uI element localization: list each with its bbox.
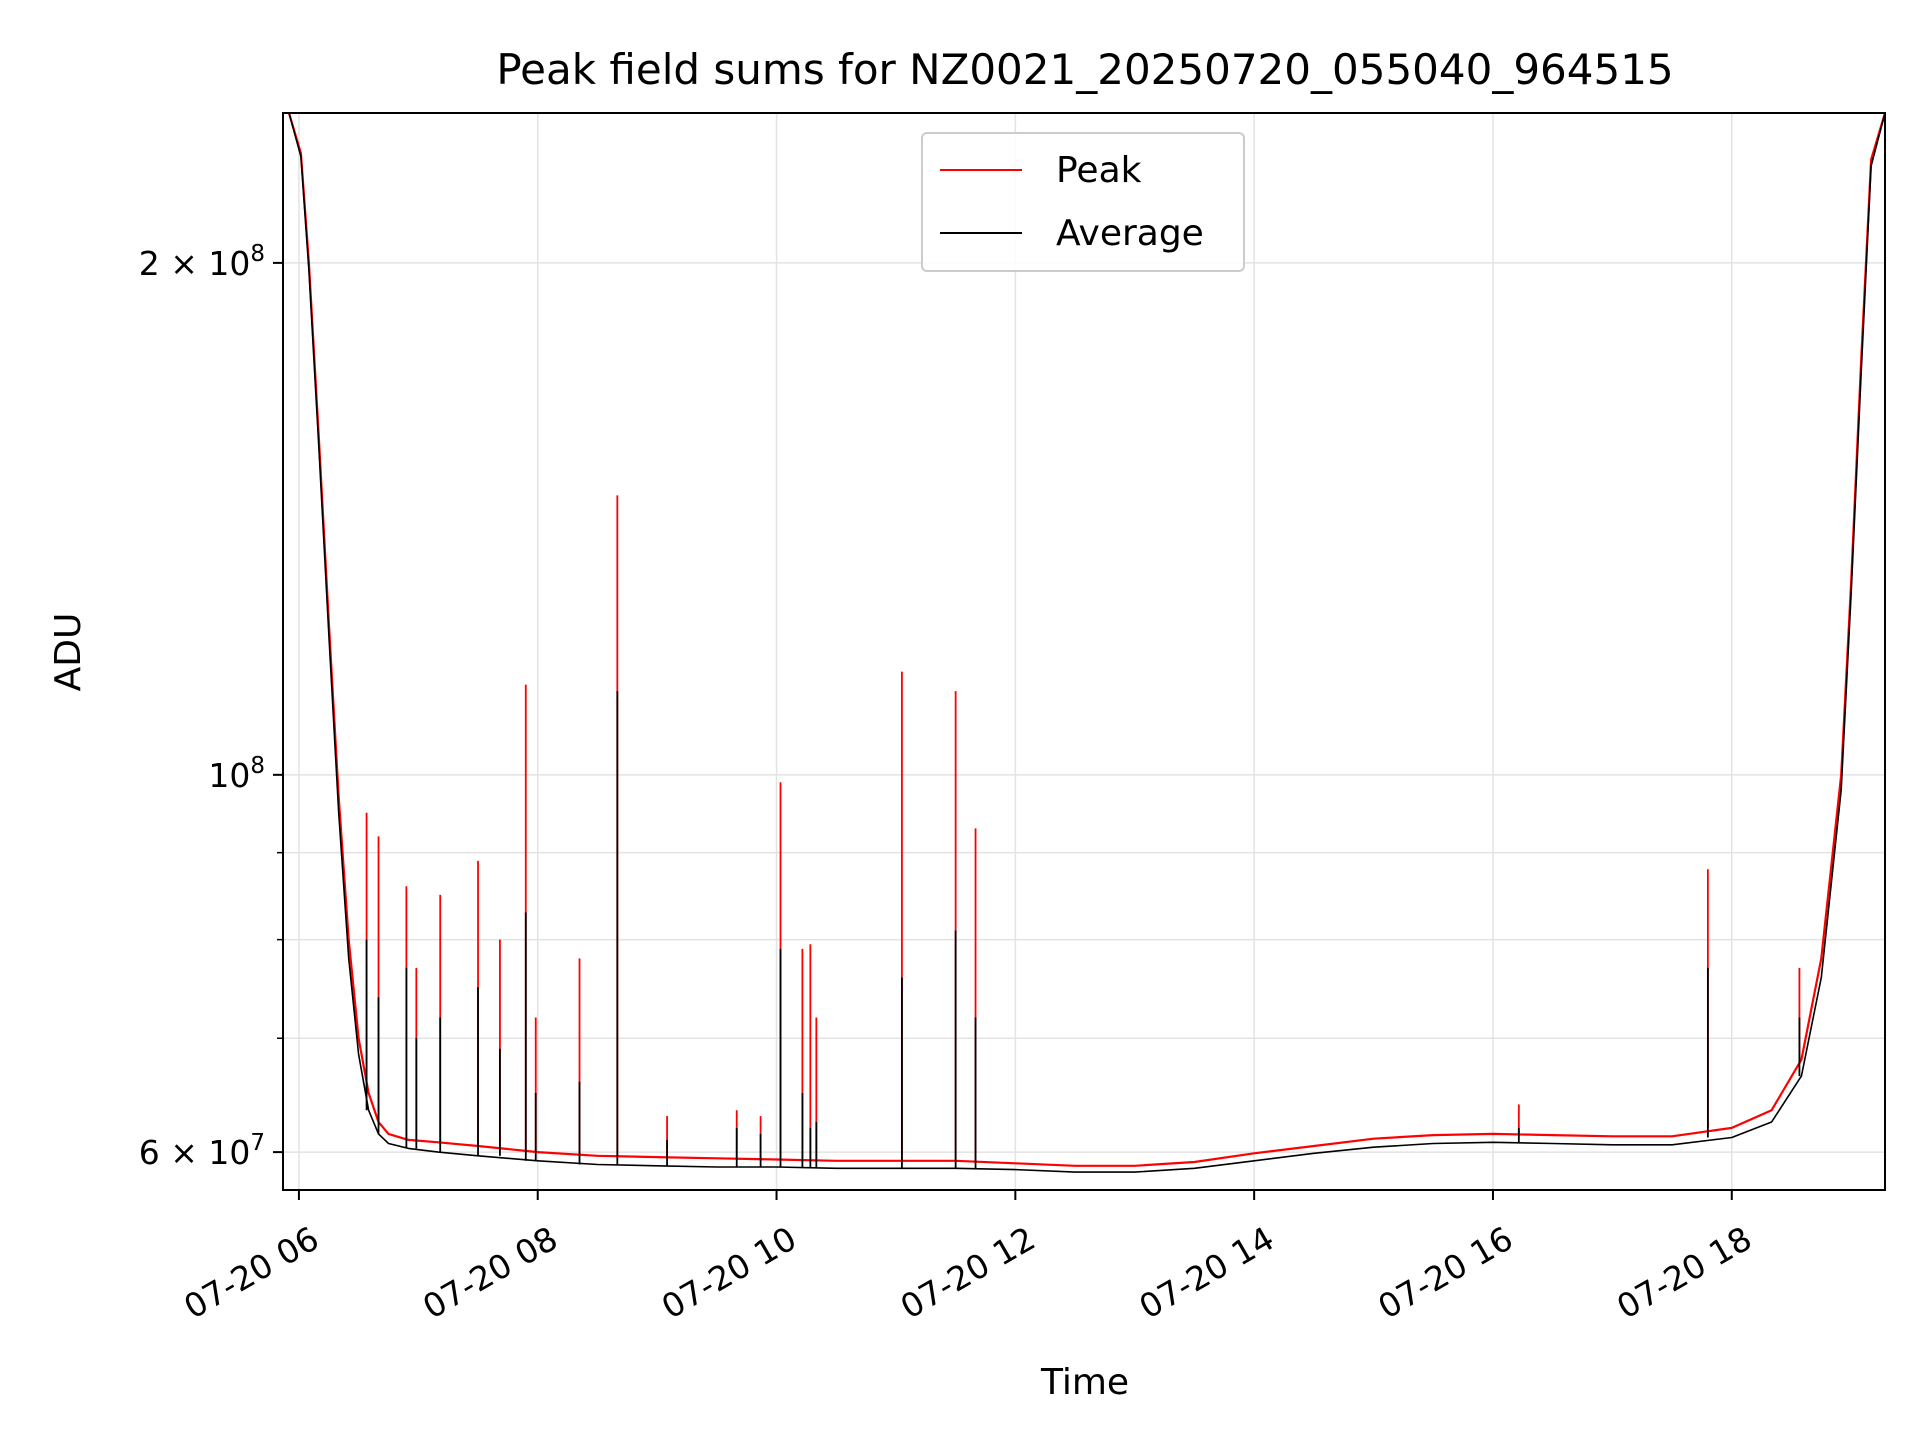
plot-frame [282,112,1886,1191]
y-tick-label-base: 10 [208,756,250,795]
y-tick-label-base: 6 × 10 [139,1133,251,1172]
y-tick-label: 2 × 108 [139,241,265,283]
series-clip-group [287,113,1885,1173]
legend: Peak Average [921,132,1245,272]
x-axis-label: Time [1040,1362,1129,1403]
y-tick-label-base: 2 × 10 [139,244,251,283]
legend-label: Average [1056,213,1204,254]
series-layer [287,113,1885,1173]
grid [283,113,1885,1190]
y-tick-label: 108 [208,753,265,795]
average-series-line [288,113,1885,1173]
y-tick-label-exponent: 7 [250,1130,265,1156]
y-tick-label-exponent: 8 [250,241,265,267]
y-tick-label-exponent: 8 [250,753,265,779]
chart-title: Peak field sums for NZ0021_20250720_0550… [496,45,1673,94]
y-axis-label: ADU [48,613,89,692]
legend-box [921,132,1245,272]
legend-label: Peak [1056,150,1142,191]
y-tick-label: 6 × 107 [139,1130,265,1172]
